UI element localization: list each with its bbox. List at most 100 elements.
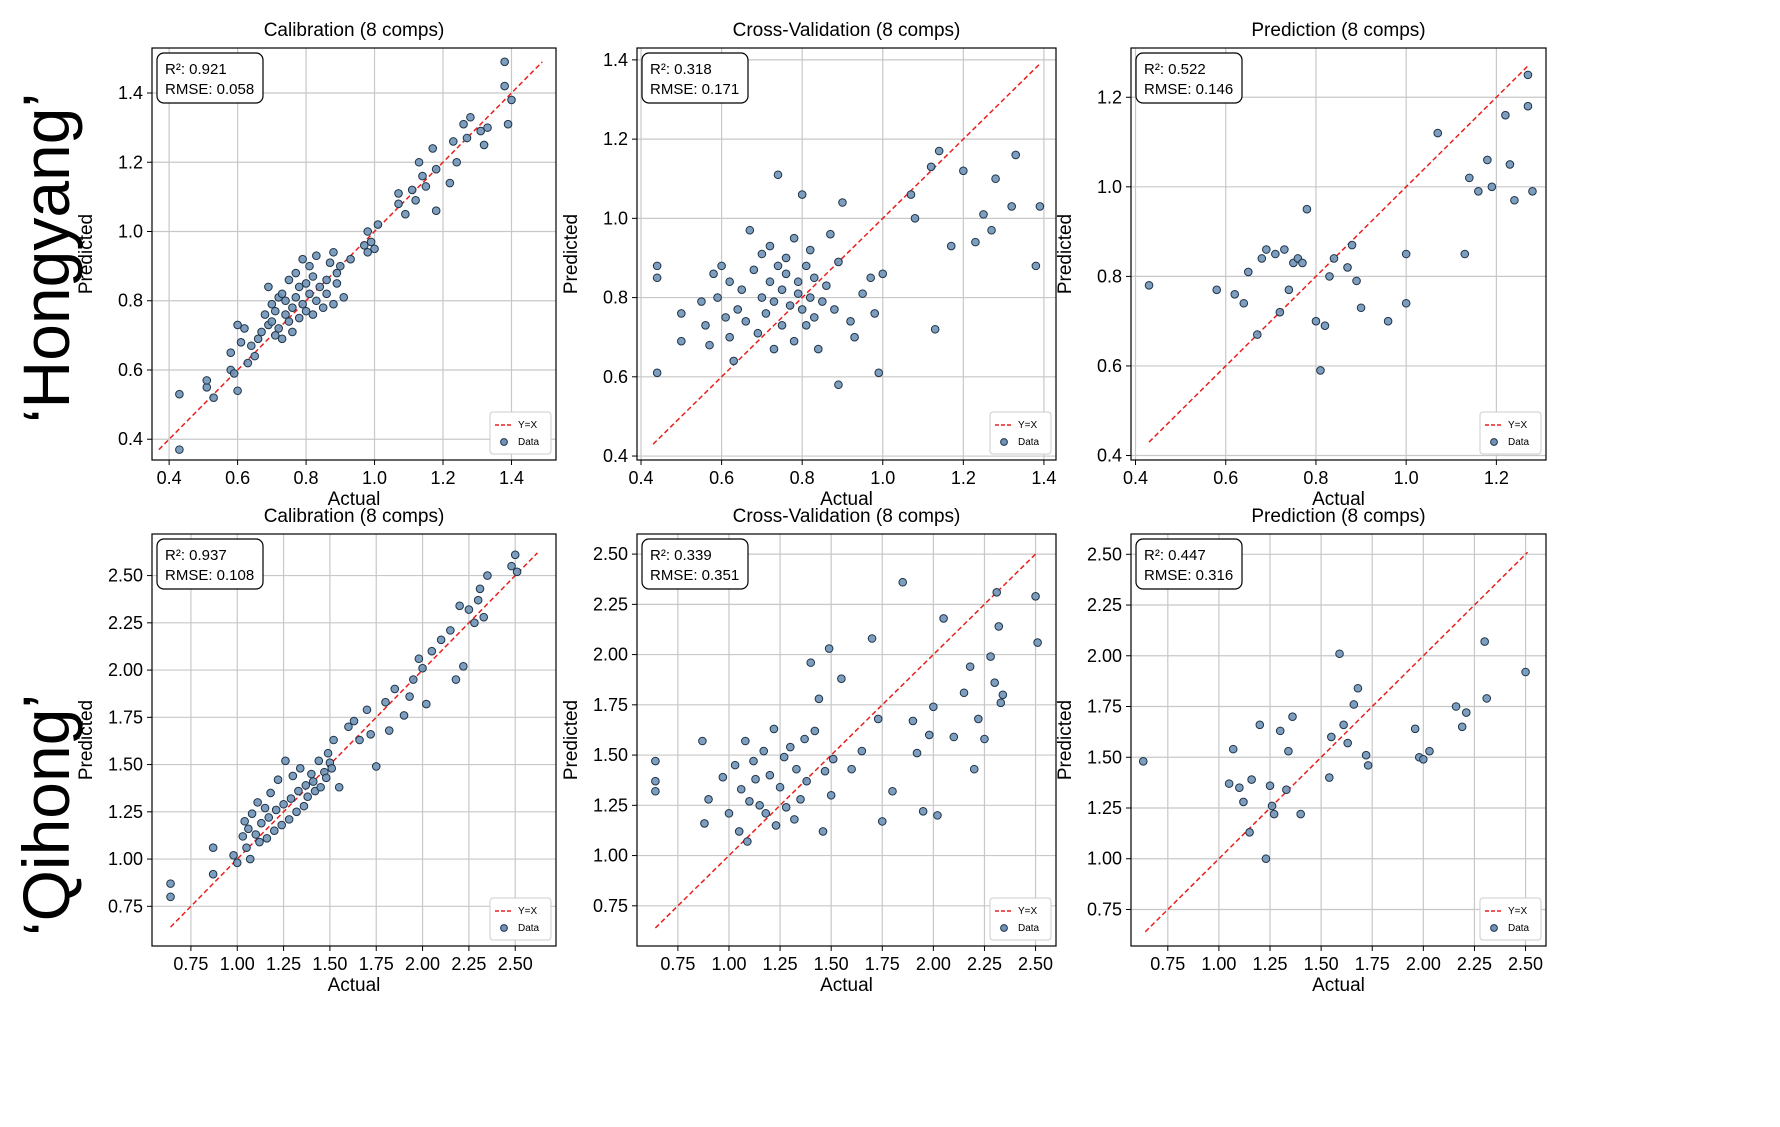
data-point: [826, 229, 835, 239]
data-point: [1255, 720, 1265, 730]
data-point: [847, 764, 856, 774]
data-point: [924, 730, 934, 740]
data-point: [279, 799, 288, 809]
legend-label-data: Data: [1508, 923, 1530, 934]
data-point: [866, 273, 875, 283]
data-point: [308, 310, 318, 319]
y-tick-label: 1.50: [108, 755, 143, 775]
r2-text: R²: 0.522: [1144, 61, 1206, 78]
data-point: [323, 748, 333, 758]
data-point: [837, 674, 846, 684]
data-point: [1239, 298, 1249, 308]
data-point: [1031, 261, 1041, 271]
data-point: [384, 726, 394, 735]
data-point: [277, 289, 287, 299]
data-point: [1224, 779, 1234, 788]
data-point: [867, 634, 877, 643]
y-tick-label: 2.00: [593, 645, 628, 665]
y-tick-label: 1.00: [108, 849, 143, 869]
data-point: [994, 622, 1004, 631]
y-tick-label: 0.6: [1097, 356, 1122, 376]
data-point: [757, 293, 767, 302]
data-point: [243, 358, 253, 368]
y-tick-label: 1.2: [603, 129, 628, 149]
rmse-text: RMSE: 0.108: [165, 567, 254, 584]
chart-title: Prediction (8 comps): [1251, 506, 1425, 527]
y-tick-label: 1.2: [118, 152, 143, 172]
data-point: [910, 214, 920, 223]
x-tick-label: 1.75: [865, 954, 900, 974]
data-point: [992, 587, 1002, 597]
y-tick-label: 1.25: [108, 802, 143, 822]
data-point: [761, 309, 771, 318]
data-point: [717, 261, 726, 271]
data-point: [1033, 638, 1042, 647]
data-point: [294, 282, 304, 292]
y-tick-label: 1.75: [1087, 697, 1122, 717]
x-tick-label: 1.2: [1484, 468, 1509, 488]
data-point: [260, 310, 270, 319]
data-point: [175, 445, 184, 454]
data-point: [697, 297, 706, 306]
legend-label-data: Data: [1018, 437, 1040, 448]
data-point: [718, 772, 728, 782]
data-point: [1363, 761, 1373, 770]
data-point: [427, 646, 437, 656]
data-point: [307, 769, 316, 779]
data-point: [974, 714, 983, 724]
data-point: [301, 279, 311, 288]
y-axis-label: Predicted: [76, 700, 97, 780]
data-point: [240, 816, 249, 826]
data-point: [796, 794, 805, 804]
data-point: [270, 306, 280, 316]
data-point: [507, 95, 516, 105]
chart-panel-3: 0.4 0.6 0.8 1.0 1.2 0.4 0.6 0.8 1.0 1.2 Prediction…: [1055, 20, 1547, 510]
data-point: [266, 788, 275, 798]
x-axis-label: Actual: [328, 489, 381, 510]
data-point: [464, 605, 474, 614]
data-point: [1271, 249, 1280, 259]
data-point: [236, 337, 246, 347]
data-point: [741, 736, 750, 746]
data-point: [332, 268, 342, 278]
y-tick-label: 1.25: [593, 795, 628, 815]
row-label-qihong: ‘Qihong’: [9, 693, 83, 937]
data-point: [818, 827, 828, 836]
x-tick-label: 0.75: [1150, 954, 1185, 974]
stats-box: [641, 538, 749, 590]
data-point: [792, 764, 801, 774]
data-point: [332, 279, 342, 288]
x-tick-label: 0.75: [173, 954, 208, 974]
y-tick-label: 1.00: [1087, 849, 1122, 869]
x-tick-label: 0.4: [1123, 468, 1148, 488]
data-point: [1138, 757, 1148, 766]
identity-line: [1144, 551, 1529, 933]
data-point: [761, 809, 771, 818]
r2-text: R²: 0.447: [1144, 547, 1206, 564]
data-point: [452, 157, 462, 167]
data-point: [793, 289, 803, 298]
data-point: [327, 764, 337, 773]
data-point: [785, 301, 795, 310]
data-point: [1483, 155, 1492, 165]
x-tick-label: 1.2: [431, 468, 456, 488]
data-point: [651, 756, 660, 766]
data-point: [462, 133, 472, 143]
r2-text: R²: 0.318: [650, 61, 712, 78]
x-tick-label: 1.2: [951, 468, 976, 488]
legend-label-yx: Y=X: [1018, 420, 1038, 431]
data-point: [305, 261, 314, 271]
legend-point-marker: [1000, 924, 1008, 932]
data-point: [370, 244, 379, 254]
plot-frame: [1130, 533, 1547, 947]
chart-panel-5: 0.75 1.00 1.25 1.50 1.75 2.00 2.25 2.50 0.75 1.00…: [561, 506, 1057, 996]
data-point: [1325, 773, 1334, 782]
data-point: [814, 694, 824, 704]
data-point: [250, 351, 260, 361]
y-tick-label: 0.4: [603, 446, 628, 466]
data-point: [765, 241, 775, 251]
data-point: [1401, 249, 1411, 259]
data-point: [334, 782, 344, 792]
data-point: [1239, 797, 1248, 807]
